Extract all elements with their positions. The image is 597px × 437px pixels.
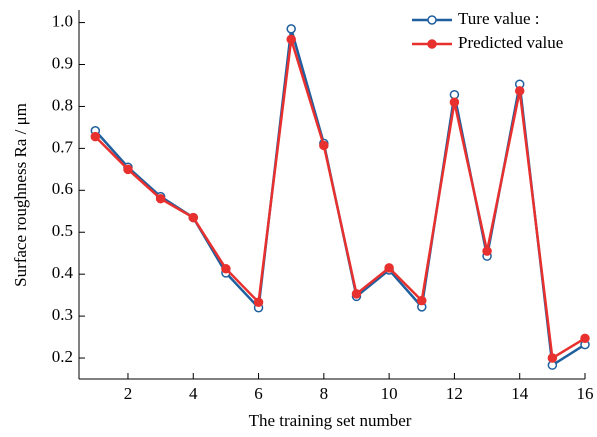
legend-label: Predicted value: [458, 33, 563, 52]
x-tick-label: 14: [511, 384, 529, 403]
legend-marker: [427, 15, 437, 25]
data-point: [286, 24, 296, 34]
x-tick-label: 8: [320, 384, 329, 403]
x-tick-label: 2: [124, 384, 133, 403]
data-point: [351, 289, 362, 299]
series-line: [94, 28, 586, 368]
y-tick-label: 0.3: [52, 305, 73, 324]
data-point: [155, 193, 166, 204]
y-axis-label: Surface roughness Ra / μm: [11, 103, 30, 287]
data-point: [449, 97, 460, 107]
data-point: [417, 295, 427, 306]
data-point: [188, 212, 199, 223]
data-point: [482, 246, 492, 256]
y-tick-label: 0.4: [52, 263, 74, 282]
data-point: [123, 164, 133, 175]
x-tick-label: 4: [189, 384, 198, 403]
data-point: [384, 263, 394, 273]
y-tick-label: 0.5: [52, 221, 73, 240]
x-axis-label: The training set number: [249, 411, 412, 430]
y-tick-label: 0.7: [52, 137, 74, 156]
data-point: [514, 86, 525, 96]
x-tick-label: 6: [254, 384, 263, 403]
data-point: [221, 263, 231, 274]
data-point: [319, 140, 329, 151]
series-line: [94, 38, 586, 361]
y-tick-label: 0.9: [52, 53, 73, 72]
data-point: [90, 131, 101, 142]
y-tick-label: 0.2: [52, 347, 73, 366]
legend-marker: [427, 39, 437, 49]
data-point: [253, 297, 264, 308]
x-tick-label: 16: [577, 384, 594, 403]
data-point: [547, 353, 558, 363]
x-tick-label: 10: [381, 384, 398, 403]
y-tick-label: 1.0: [52, 11, 73, 30]
data-point: [286, 34, 296, 45]
data-point: [580, 333, 590, 344]
x-tick-label: 12: [446, 384, 463, 403]
legend-label: Ture value :: [458, 9, 540, 28]
y-tick-label: 0.8: [52, 95, 73, 114]
y-tick-label: 0.6: [52, 179, 73, 198]
